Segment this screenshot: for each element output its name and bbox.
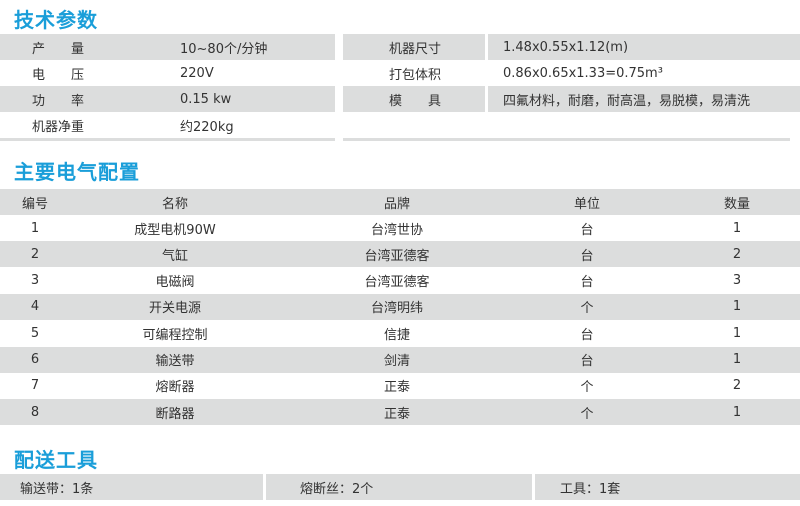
- table-cell: 1: [732, 220, 742, 236]
- tool-item: 输送带：1条: [20, 481, 94, 497]
- table-cell: 信捷: [383, 327, 411, 343]
- table-row: 6 输送带 剑清 台 1: [0, 346, 800, 373]
- column-header: 单位: [573, 196, 601, 212]
- table-cell: 台: [580, 327, 594, 343]
- section-title-tech: 技术参数: [14, 8, 98, 32]
- table-cell: 开关电源: [148, 301, 202, 317]
- table-cell: 2: [30, 246, 40, 262]
- param-label: 产 量: [32, 41, 85, 57]
- table-cell: 6: [30, 352, 40, 367]
- table-row: 7 熔断器 正泰 个 2: [0, 373, 800, 399]
- table-cell: 1: [732, 299, 742, 315]
- column-header: 编号: [21, 196, 49, 212]
- section-title-tools: 配送工具: [14, 448, 98, 472]
- table-cell: 正泰: [383, 406, 411, 422]
- divider: [0, 138, 335, 141]
- table-row: 3 电磁阀 台湾亚德客 台 3: [0, 268, 800, 294]
- tech-row: 机器净重 约220kg: [0, 112, 335, 138]
- table-cell: 电磁阀: [155, 275, 195, 291]
- table-cell: 1: [30, 220, 40, 236]
- section-title-electrical: 主要电气配置: [14, 160, 140, 184]
- param-value: 1.48x0.55x1.12(m): [503, 39, 629, 55]
- table-cell: 台: [580, 275, 594, 291]
- table-cell: 1: [732, 325, 742, 341]
- table-cell: 个: [580, 406, 594, 422]
- table-cell: 3: [732, 273, 742, 289]
- table-cell: 4: [30, 299, 40, 315]
- divider: [532, 474, 535, 500]
- table-cell: 台湾世协: [370, 222, 424, 238]
- table-cell: 2: [732, 378, 742, 394]
- table-header: 编号 名称 品牌 单位 数量: [0, 189, 800, 215]
- param-value: 0.15 kw: [180, 91, 232, 107]
- table-cell: 3: [30, 273, 40, 289]
- param-value: 220V: [180, 65, 214, 81]
- table-cell: 台: [580, 248, 594, 264]
- divider: [485, 34, 488, 60]
- divider: [485, 86, 488, 112]
- table-cell: 成型电机90W: [134, 222, 216, 238]
- tech-row: 产 量 10~80个/分钟: [0, 34, 335, 60]
- table-cell: 正泰: [383, 380, 411, 396]
- table-cell: 剑清: [383, 354, 411, 369]
- param-label: 机器净重: [32, 119, 85, 135]
- table-cell: 7: [30, 378, 40, 394]
- divider: [485, 60, 488, 86]
- tool-item: 熔断丝：2个: [300, 481, 374, 497]
- table-cell: 气缸: [161, 248, 189, 264]
- param-label: 模 具: [388, 93, 442, 109]
- table-cell: 台湾亚德客: [364, 248, 430, 264]
- tech-row: 机器尺寸 1.48x0.55x1.12(m): [343, 34, 800, 60]
- tools-row: 输送带：1条 熔断丝：2个 工具：1套: [0, 474, 800, 500]
- table-cell: 1: [732, 404, 742, 420]
- divider: [343, 138, 790, 141]
- table-cell: 熔断器: [155, 380, 195, 396]
- param-value: 10~80个/分钟: [180, 41, 268, 57]
- table-cell: 2: [732, 246, 742, 262]
- table-cell: 5: [30, 325, 40, 341]
- param-value: 0.86x0.65x1.33=0.75m³: [503, 65, 663, 81]
- table-row: 1 成型电机90W 台湾世协 台 1: [0, 215, 800, 241]
- table-cell: 台: [580, 222, 594, 238]
- tech-row: 功 率 0.15 kw: [0, 86, 335, 112]
- tech-row: 模 具 四氟材料，耐磨，耐高温，易脱模，易清洗: [343, 86, 800, 112]
- table-row: 8 断路器 正泰 个 1: [0, 399, 800, 426]
- table-cell: 个: [580, 380, 594, 396]
- param-label: 电 压: [32, 67, 85, 83]
- table-cell: 1: [732, 352, 742, 367]
- table-row: 2 气缸 台湾亚德客 台 2: [0, 241, 800, 268]
- table-row: 5 可编程控制 信捷 台 1: [0, 320, 800, 346]
- column-header: 品牌: [383, 196, 411, 212]
- tech-row: 打包体积 0.86x0.65x1.33=0.75m³: [343, 60, 800, 86]
- column-header: 名称: [161, 196, 189, 212]
- tech-row: 电 压 220V: [0, 60, 335, 86]
- table-row: 4 开关电源 台湾明纬 个 1: [0, 293, 800, 320]
- tool-item: 工具：1套: [560, 481, 621, 497]
- table-cell: 个: [580, 301, 594, 317]
- table-cell: 可编程控制: [142, 327, 208, 343]
- table-cell: 断路器: [155, 406, 195, 422]
- param-label: 打包体积: [388, 67, 442, 83]
- table-cell: 输送带: [155, 354, 195, 369]
- table-cell: 台湾明纬: [370, 301, 424, 317]
- table-cell: 8: [30, 404, 40, 420]
- param-label: 机器尺寸: [388, 41, 442, 57]
- divider: [263, 474, 266, 500]
- param-value: 约220kg: [180, 119, 234, 135]
- param-label: 功 率: [32, 93, 85, 109]
- column-header: 数量: [723, 196, 751, 212]
- table-cell: 台: [580, 354, 594, 369]
- table-cell: 台湾亚德客: [364, 275, 430, 291]
- param-value: 四氟材料，耐磨，耐高温，易脱模，易清洗: [503, 93, 751, 109]
